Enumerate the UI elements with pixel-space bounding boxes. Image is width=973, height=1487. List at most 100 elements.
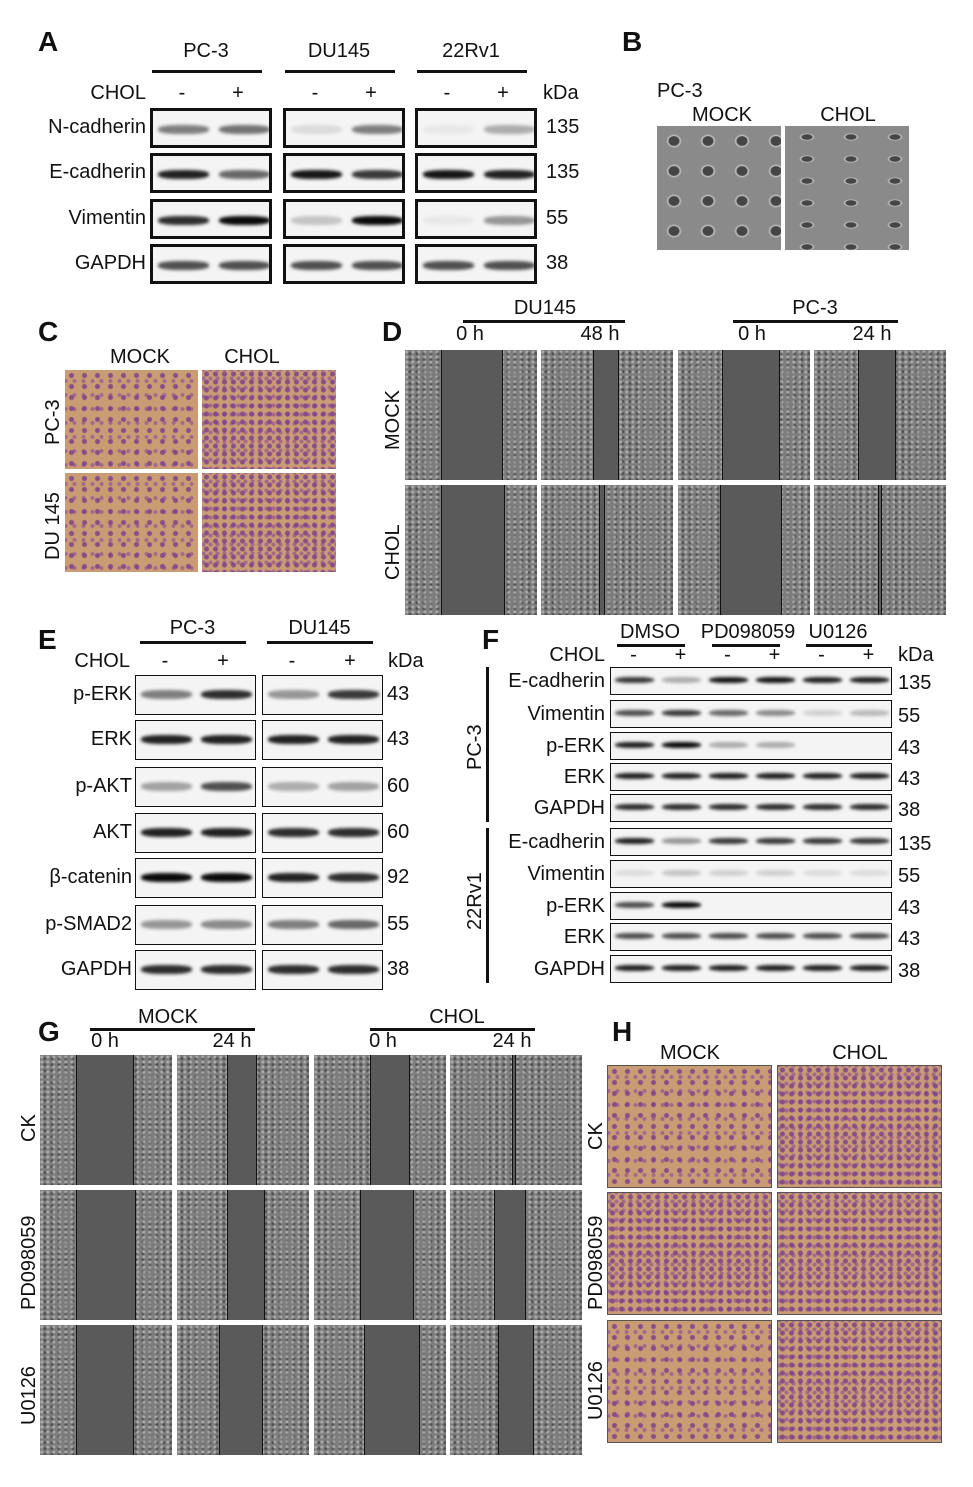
band (755, 933, 796, 939)
row-label: PD098059 (585, 1215, 607, 1310)
cell-line-label: PC-3 (464, 724, 486, 770)
time-label: 0 h (738, 323, 766, 345)
wound-healing-image (314, 1190, 446, 1320)
blot-strip (135, 720, 256, 760)
blot-strip (262, 858, 383, 898)
protein-label: Vimentin (527, 863, 605, 885)
kda-value: 43 (387, 728, 410, 750)
band (802, 838, 843, 844)
wound-gap (722, 350, 780, 480)
band (267, 734, 319, 744)
band (351, 260, 402, 270)
blot-strip (610, 763, 892, 791)
wound-healing-image (814, 350, 946, 480)
kda-value: 38 (898, 960, 921, 982)
protein-label: Vimentin (527, 703, 605, 725)
kda-value: 38 (546, 252, 569, 274)
lane-plus: + (344, 650, 356, 672)
lane-minus: - (630, 644, 637, 666)
band (708, 677, 749, 683)
band (140, 964, 192, 974)
kda-label: kDa (543, 82, 579, 104)
band (803, 902, 842, 908)
band (708, 742, 749, 748)
blot-strip (135, 950, 256, 990)
inhibitor-header: PD098059 (700, 621, 796, 643)
row-label: PC-3 (42, 399, 64, 445)
wound-gap (219, 1325, 263, 1455)
blot-strip (262, 950, 383, 990)
wound-gap (76, 1325, 134, 1455)
wound-healing-image (177, 1055, 309, 1185)
band (614, 965, 655, 971)
cell-line-header: PC-3 (169, 617, 216, 639)
band (201, 964, 253, 974)
time-label: 0 h (369, 1030, 397, 1052)
wound-healing-image (177, 1190, 309, 1320)
blot-strip (262, 905, 383, 945)
wound-healing-image (814, 485, 946, 615)
band (849, 773, 890, 779)
wound-gap (227, 1055, 257, 1185)
band (661, 773, 702, 779)
inhibitor-header: U0126 (808, 621, 868, 643)
blot-strip (135, 675, 256, 715)
treatment-label: CHOL (90, 82, 146, 104)
time-label: 24 h (212, 1030, 252, 1052)
band (708, 933, 749, 939)
lane-minus: - (311, 82, 319, 104)
transwell-image (65, 473, 198, 572)
row-label: DU 145 (42, 492, 64, 560)
blot-strip (150, 153, 272, 193)
panel-label: C (38, 316, 59, 347)
panel-label: E (38, 624, 57, 655)
transwell-image (777, 1065, 942, 1188)
band (661, 965, 702, 971)
protein-label: GAPDH (60, 958, 132, 980)
band (850, 742, 889, 748)
band (661, 742, 702, 748)
blot-strip (610, 955, 892, 983)
wound-gap (878, 485, 882, 615)
band (351, 124, 402, 134)
band (422, 169, 475, 179)
protein-label: p-ERK (546, 735, 605, 757)
band (422, 124, 475, 134)
band (201, 872, 253, 882)
kda-value: 38 (898, 799, 921, 821)
blot-strip (610, 667, 892, 695)
wound-healing-image (678, 485, 810, 615)
band (140, 781, 192, 791)
kda-value: 92 (387, 866, 410, 888)
wound-gap (441, 350, 503, 480)
time-label: 0 h (456, 323, 484, 345)
band (849, 677, 890, 683)
wound-gap (360, 1190, 414, 1320)
underline-divider (617, 644, 685, 647)
blot-strip (262, 767, 383, 807)
wound-gap (494, 1190, 526, 1320)
band (661, 804, 702, 810)
band (802, 870, 843, 876)
band (290, 215, 343, 225)
time-label: 24 h (492, 1030, 532, 1052)
band (755, 838, 796, 844)
underline-divider (90, 1028, 255, 1031)
band (802, 933, 843, 939)
blot-strip (283, 244, 405, 284)
band (140, 919, 192, 929)
band (755, 742, 796, 748)
band (157, 169, 210, 179)
underline-divider (285, 70, 395, 73)
condition-label: MOCK (692, 104, 752, 126)
blot-strip (415, 153, 537, 193)
row-label: U0126 (18, 1366, 40, 1425)
wound-healing-image (40, 1325, 172, 1455)
kda-label: kDa (898, 644, 934, 666)
band (201, 781, 253, 791)
condition-label: CHOL (224, 346, 280, 368)
band (755, 677, 796, 683)
protein-label: ERK (563, 766, 605, 788)
band (849, 933, 890, 939)
blot-strip (135, 858, 256, 898)
